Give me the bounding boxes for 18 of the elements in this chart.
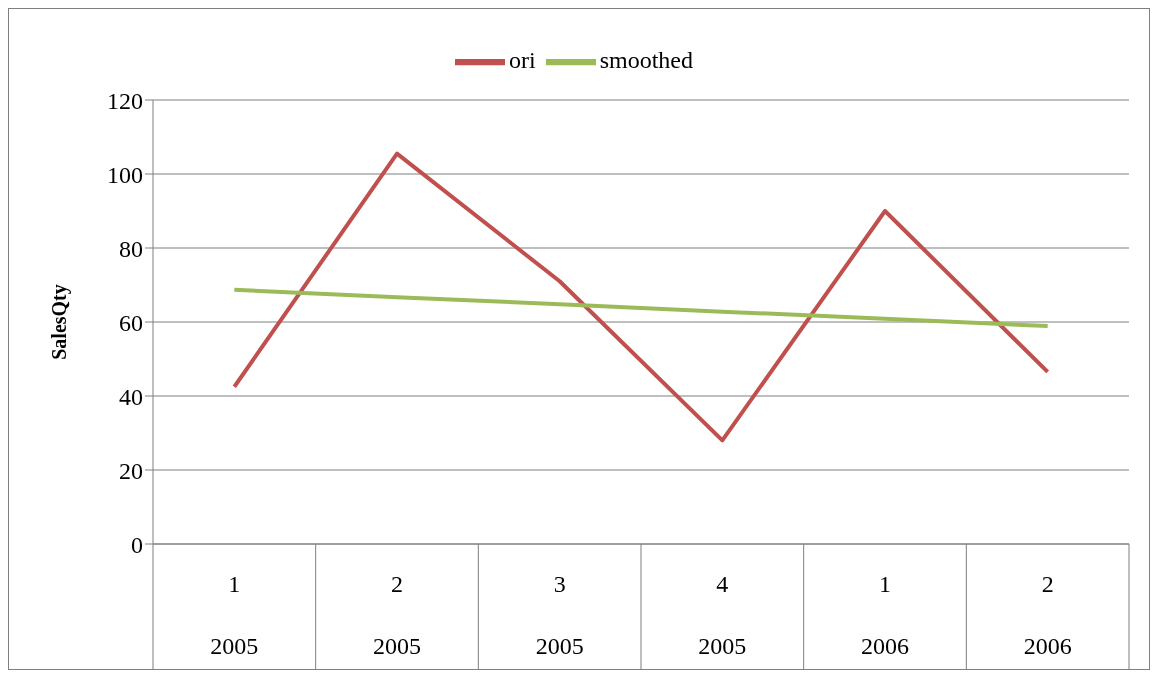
category-label: 4 2005 bbox=[698, 571, 747, 659]
y-tick-label: 100 bbox=[107, 161, 143, 188]
category-label: 1 2005 bbox=[210, 571, 259, 659]
line-series bbox=[232, 287, 1050, 329]
category-label: 3 2005 bbox=[535, 571, 584, 659]
category-label: 1 2006 bbox=[861, 571, 909, 659]
y-axis-title: SalesQty bbox=[48, 284, 72, 360]
y-tick-label: 80 bbox=[119, 235, 143, 262]
y-tick-label: 40 bbox=[119, 383, 143, 410]
y-tick-label: 20 bbox=[119, 457, 143, 484]
y-tick-label: 120 bbox=[107, 87, 143, 114]
line-series bbox=[232, 151, 1050, 443]
y-tick-label: 0 bbox=[131, 531, 143, 558]
legend-label: smoothed bbox=[599, 46, 693, 73]
category-label: 2 2005 bbox=[373, 571, 421, 659]
category-label: 2 2006 bbox=[1023, 571, 1072, 659]
legend-label: ori bbox=[509, 46, 536, 73]
y-tick-label: 60 bbox=[119, 309, 143, 336]
